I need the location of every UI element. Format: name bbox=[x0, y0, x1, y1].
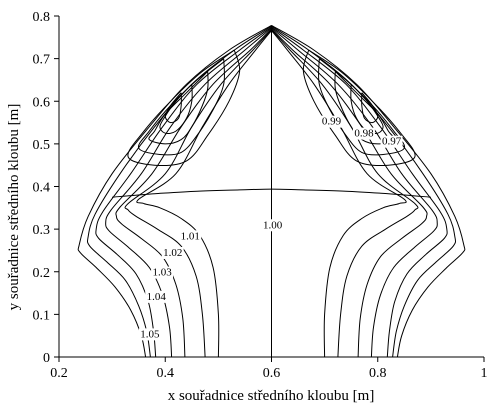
contour-label-bg bbox=[261, 219, 284, 232]
axes: 0.2 0.4 0.6 0.8 1 0 0.1 0.2 0.3 0.4 0.5 0.6 0.7 0.8 bbox=[33, 10, 488, 381]
contour-right-loop-5 bbox=[361, 92, 379, 124]
contour-right-2 bbox=[271, 26, 448, 358]
y-tick-label: 0.4 bbox=[33, 181, 51, 196]
x-tick-label: 1 bbox=[481, 366, 488, 381]
contour-lines bbox=[77, 24, 466, 358]
y-tick-label: 0.3 bbox=[33, 223, 51, 238]
contour-right-loop-4 bbox=[350, 83, 384, 135]
y-tick-label: 0.5 bbox=[33, 138, 51, 153]
contour-right-3 bbox=[271, 27, 438, 358]
contour-right-1 bbox=[271, 25, 457, 358]
contour-label-bg bbox=[380, 135, 403, 148]
contour-outer-left bbox=[77, 24, 272, 358]
contour-label-bg bbox=[320, 115, 343, 128]
contour-label-1.04: 1.04 bbox=[147, 291, 167, 303]
contour-label-bg bbox=[138, 328, 161, 341]
contour-label-bg bbox=[145, 290, 168, 303]
contour-label-1.00: 1.00 bbox=[263, 219, 283, 231]
contour-left-1 bbox=[86, 25, 272, 358]
contour-right-6 bbox=[271, 30, 407, 358]
contour-label-bg bbox=[161, 246, 184, 259]
x-tick-label: 0.6 bbox=[263, 366, 281, 381]
contour-left-5 bbox=[124, 29, 272, 358]
x-axis-title: x souřadnice středního kloubu [m] bbox=[168, 388, 375, 404]
x-tick-label: 0.4 bbox=[157, 366, 175, 381]
contour-label-0.97: 0.97 bbox=[382, 136, 402, 148]
y-tick-label: 0.8 bbox=[33, 10, 51, 25]
contour-label-0.98: 0.98 bbox=[354, 128, 374, 140]
contour-label-1.03: 1.03 bbox=[152, 267, 172, 279]
y-tick-label: 0.2 bbox=[33, 266, 51, 281]
contour-label-0.99: 0.99 bbox=[322, 116, 342, 128]
contour-right-loop-2 bbox=[318, 58, 406, 156]
y-axis-title: y souřadnice středního kloubu [m] bbox=[6, 104, 22, 311]
contour-left-loop-2 bbox=[137, 58, 225, 156]
contour-left-6 bbox=[136, 30, 272, 358]
contour-label-1.02: 1.02 bbox=[163, 247, 182, 259]
y-tick-label: 0 bbox=[43, 351, 50, 366]
contour-label-bg bbox=[352, 127, 375, 140]
contour-right-loop-1 bbox=[302, 49, 416, 167]
contour-right-4 bbox=[271, 28, 428, 358]
contour-right-5 bbox=[271, 29, 419, 358]
contour-left-loop-5 bbox=[164, 92, 182, 124]
contour-left-loop-4 bbox=[159, 83, 193, 135]
y-tick-label: 0.6 bbox=[33, 95, 51, 110]
y-tick-label: 0.7 bbox=[33, 53, 51, 68]
contour-label-1.01: 1.01 bbox=[181, 230, 200, 242]
contour-left-4 bbox=[115, 28, 272, 358]
contour-outer-right bbox=[271, 24, 466, 358]
contour-left-3 bbox=[105, 27, 272, 358]
contour-left-loop-1 bbox=[127, 49, 241, 167]
x-tick-label: 0.2 bbox=[50, 366, 68, 381]
contour-label-bg bbox=[151, 266, 174, 279]
y-tick-label: 0.1 bbox=[33, 308, 51, 323]
contour-label-bg bbox=[179, 230, 202, 243]
contour-labels: 0.99 0.98 0.97 1.00 1.01 1.02 1.03 1.04 1.05 bbox=[138, 115, 403, 341]
contour-label-1.05: 1.05 bbox=[140, 328, 160, 340]
x-tick-label: 0.8 bbox=[369, 366, 387, 381]
